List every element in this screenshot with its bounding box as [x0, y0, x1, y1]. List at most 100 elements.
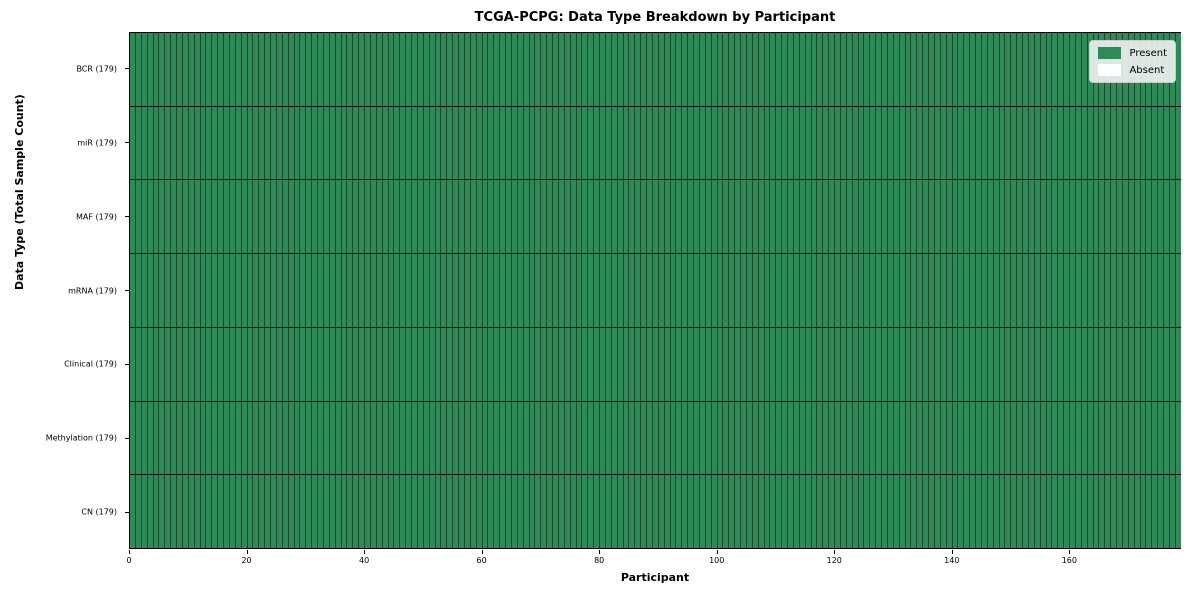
heatmap-cell: [375, 106, 382, 180]
heatmap-cell: [1039, 327, 1046, 401]
heatmap-cell: [399, 254, 406, 327]
heatmap-cell: [1163, 327, 1169, 401]
heatmap-cell: [687, 33, 693, 106]
heatmap-cell: [234, 254, 241, 327]
heatmap-cell: [1045, 401, 1052, 475]
heatmap-cell: [575, 475, 582, 549]
heatmap-cell: [405, 327, 411, 401]
heatmap-cell: [616, 106, 623, 180]
heatmap-cell: [364, 254, 370, 327]
heatmap-cell: [416, 33, 423, 106]
heatmap-cell: [1022, 180, 1028, 254]
heatmap-cell: [1121, 327, 1128, 401]
heatmap-cell: [411, 106, 417, 180]
heatmap-cell: [493, 401, 500, 475]
heatmap-cell: [1104, 106, 1111, 180]
x-tick-mark: [599, 550, 601, 554]
heatmap-cell: [998, 327, 1005, 401]
heatmap-cell: [804, 254, 811, 327]
heatmap-cell: [599, 327, 605, 401]
heatmap-cell: [698, 254, 705, 327]
heatmap-cell: [1063, 180, 1069, 254]
heatmap-cell: [275, 33, 282, 106]
heatmap-cell: [904, 106, 911, 180]
heatmap-cell: [898, 475, 905, 549]
heatmap-row: [130, 179, 1181, 254]
heatmap-cell: [522, 180, 529, 254]
heatmap-cell: [234, 33, 241, 106]
heatmap-cell: [816, 401, 823, 475]
heatmap-cell: [1133, 106, 1140, 180]
heatmap-cell: [381, 33, 388, 106]
heatmap-cell: [634, 106, 641, 180]
heatmap-cell: [851, 327, 858, 401]
heatmap-cell: [675, 180, 682, 254]
heatmap-cell: [651, 401, 658, 475]
heatmap-cell: [1045, 33, 1052, 106]
heatmap-cell: [258, 475, 265, 549]
heatmap-cell: [516, 475, 523, 549]
heatmap-cell: [975, 180, 981, 254]
heatmap-cell: [698, 106, 705, 180]
heatmap-cell: [428, 180, 435, 254]
heatmap-cell: [1045, 475, 1052, 549]
heatmap-cell: [205, 33, 212, 106]
heatmap-cell: [898, 180, 905, 254]
heatmap-cell: [687, 254, 693, 327]
heatmap-cell: [669, 33, 676, 106]
heatmap-cell: [422, 475, 429, 549]
heatmap-cell: [663, 106, 670, 180]
heatmap-cell: [787, 401, 793, 475]
heatmap-cell: [299, 33, 306, 106]
heatmap-cell: [816, 33, 823, 106]
heatmap-cell: [1157, 401, 1163, 475]
heatmap-cell: [904, 33, 911, 106]
heatmap-cell: [828, 327, 834, 401]
heatmap-cell: [663, 401, 670, 475]
heatmap-cell: [258, 401, 265, 475]
heatmap-cell: [428, 401, 435, 475]
heatmap-cell: [223, 180, 229, 254]
heatmap-cell: [158, 33, 165, 106]
heatmap-cell: [1086, 327, 1093, 401]
heatmap-cell: [781, 33, 787, 106]
heatmap-cell: [587, 254, 594, 327]
heatmap-cell: [1080, 33, 1087, 106]
heatmap-cell: [998, 401, 1005, 475]
heatmap-cell: [998, 475, 1005, 549]
heatmap-cell: [328, 106, 335, 180]
heatmap-cell: [563, 180, 570, 254]
heatmap-cell: [1033, 401, 1040, 475]
heatmap-cell: [305, 106, 312, 180]
heatmap-cell: [440, 180, 447, 254]
heatmap-cell: [569, 106, 576, 180]
heatmap-cell: [651, 327, 658, 401]
heatmap-cell: [945, 254, 952, 327]
heatmap-cell: [992, 475, 999, 549]
heatmap-cell: [604, 254, 611, 327]
heatmap-cell: [399, 475, 406, 549]
heatmap-cell: [822, 327, 829, 401]
heatmap-cell: [881, 401, 887, 475]
heatmap-cell: [875, 106, 881, 180]
heatmap-cell: [740, 33, 746, 106]
heatmap-cell: [1092, 401, 1099, 475]
heatmap-cell: [140, 401, 147, 475]
heatmap-cell: [857, 401, 864, 475]
heatmap-cell: [152, 327, 159, 401]
heatmap-cell: [1168, 106, 1175, 180]
heatmap-cell: [710, 475, 717, 549]
heatmap-cell: [857, 327, 864, 401]
heatmap-cell: [340, 327, 347, 401]
heatmap-cell: [716, 475, 723, 549]
heatmap-cell: [369, 106, 376, 180]
heatmap-cell: [1074, 254, 1081, 327]
heatmap-cell: [651, 254, 658, 327]
heatmap-cell: [769, 106, 776, 180]
heatmap-cell: [463, 327, 470, 401]
heatmap-cell: [1027, 327, 1034, 401]
heatmap-cell: [781, 327, 787, 401]
heatmap-cell: [493, 475, 500, 549]
heatmap-cell: [587, 475, 594, 549]
heatmap-cell: [781, 106, 787, 180]
